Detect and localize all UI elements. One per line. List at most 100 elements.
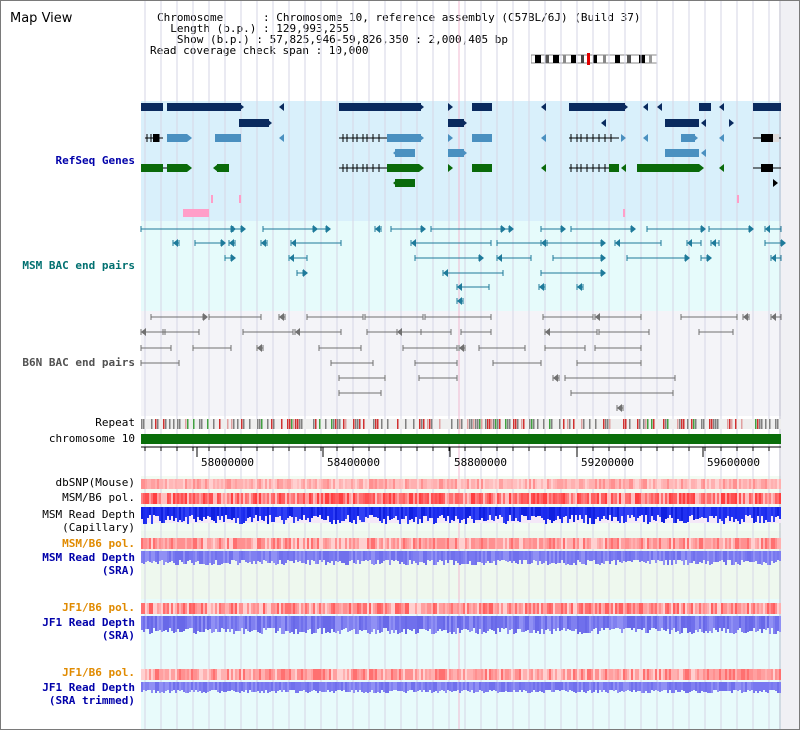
repeat-label[interactable]: Repeat: [95, 416, 135, 429]
depth-bar: [579, 616, 581, 632]
heat-cell: [557, 603, 559, 614]
jf1-read-depth-trimmed-label[interactable]: JF1 Read Depth (SRA trimmed): [42, 681, 135, 707]
heat-cell: [737, 669, 739, 680]
depth-bar: [155, 507, 157, 516]
heat-cell: [599, 603, 601, 614]
msm-read-depth-capillary-label[interactable]: MSM Read Depth (Capillary): [42, 508, 135, 534]
jf1-read-depth-sra-label[interactable]: JF1 Read Depth (SRA): [42, 616, 135, 642]
heat-cell: [323, 479, 325, 489]
heat-cell: [525, 669, 527, 680]
dbsnp-label[interactable]: dbSNP(Mouse): [55, 476, 135, 489]
gene-exon: [665, 119, 699, 127]
heat-cell: [433, 493, 435, 504]
depth-bar: [619, 507, 621, 523]
depth-bar: [299, 507, 301, 519]
heat-cell: [403, 669, 405, 680]
msm-bac-end-pairs-label[interactable]: MSM BAC end pairs: [22, 259, 135, 272]
heat-cell: [195, 603, 197, 614]
heat-cell: [347, 538, 349, 549]
heat-cell: [567, 493, 569, 504]
heat-cell: [265, 479, 267, 489]
heat-cell: [451, 603, 453, 614]
heat-cell: [659, 603, 661, 614]
depth-bar: [233, 551, 235, 560]
heat-cell: [449, 538, 451, 549]
repeat-element: [193, 419, 195, 429]
heat-cell: [547, 538, 549, 549]
heat-cell: [169, 538, 171, 549]
heat-cell: [497, 479, 499, 489]
jf1-b6-pol-label[interactable]: JF1/B6 pol.: [62, 601, 135, 614]
chromosome-ideogram[interactable]: [531, 53, 659, 65]
heat-cell: [691, 479, 693, 489]
heat-cell: [405, 603, 407, 614]
heat-cell: [693, 479, 695, 489]
depth-bar: [755, 551, 757, 561]
heat-cell: [663, 603, 665, 614]
depth-bar: [649, 682, 651, 693]
heat-cell: [555, 603, 557, 614]
depth-bar: [171, 616, 173, 631]
heat-cell: [371, 669, 373, 680]
depth-bar: [437, 616, 439, 631]
b6n-bac-end-pairs-label[interactable]: B6N BAC end pairs: [22, 356, 135, 369]
heat-cell: [305, 669, 307, 680]
depth-bar: [507, 616, 509, 634]
depth-bar: [515, 616, 517, 633]
heat-cell: [283, 493, 285, 504]
heat-cell: [395, 669, 397, 680]
heat-cell: [149, 603, 151, 614]
depth-bar: [557, 551, 559, 563]
heat-cell: [767, 603, 769, 614]
heat-cell: [197, 669, 199, 680]
heat-cell: [653, 538, 655, 549]
msm-b6-pol-sra-label[interactable]: MSM/B6 pol.: [62, 537, 135, 550]
repeat-element: [313, 419, 315, 429]
heat-cell: [229, 493, 231, 504]
depth-bar: [627, 551, 629, 561]
chromosome-label[interactable]: chromosome 10: [48, 432, 135, 445]
depth-bar: [147, 507, 149, 518]
heat-cell: [575, 669, 577, 680]
heat-cell: [561, 479, 563, 489]
heat-cell: [397, 479, 399, 489]
heat-cell: [201, 479, 203, 489]
heat-cell: [359, 603, 361, 614]
heat-cell: [261, 493, 263, 504]
repeat-element: [569, 419, 571, 429]
depth-bar: [221, 551, 223, 564]
heat-cell: [663, 538, 665, 549]
axis-tick-label: 59600000: [707, 456, 760, 469]
heat-cell: [533, 479, 535, 489]
heat-cell: [505, 538, 507, 549]
heat-cell: [723, 603, 725, 614]
depth-bar: [147, 682, 149, 690]
depth-bar: [697, 507, 699, 519]
depth-bar: [603, 507, 605, 516]
depth-bar: [395, 507, 397, 516]
depth-bar: [739, 551, 741, 565]
heat-cell: [515, 669, 517, 680]
heat-cell: [709, 479, 711, 489]
jf1-b6-pol-trimmed-label[interactable]: JF1/B6 pol.: [62, 666, 135, 679]
msm-b6-pol-label[interactable]: MSM/B6 pol.: [62, 491, 135, 504]
depth-bar: [591, 551, 593, 561]
heat-cell: [383, 669, 385, 680]
msm-read-depth-sra-label[interactable]: MSM Read Depth (SRA): [42, 551, 135, 577]
heat-cell: [547, 479, 549, 489]
depth-bar: [215, 507, 217, 523]
heat-cell: [267, 669, 269, 680]
repeat-element: [521, 419, 523, 429]
heat-cell: [749, 493, 751, 504]
heat-cell: [523, 493, 525, 504]
heat-cell: [313, 479, 315, 489]
heat-cell: [533, 603, 535, 614]
bac-arrow: [203, 313, 208, 321]
heat-cell: [767, 479, 769, 489]
refseq-genes-label[interactable]: RefSeq Genes: [55, 154, 135, 167]
heat-cell: [307, 603, 309, 614]
heat-cell: [427, 538, 429, 549]
heat-cell: [403, 479, 405, 489]
heat-cell: [495, 603, 497, 614]
